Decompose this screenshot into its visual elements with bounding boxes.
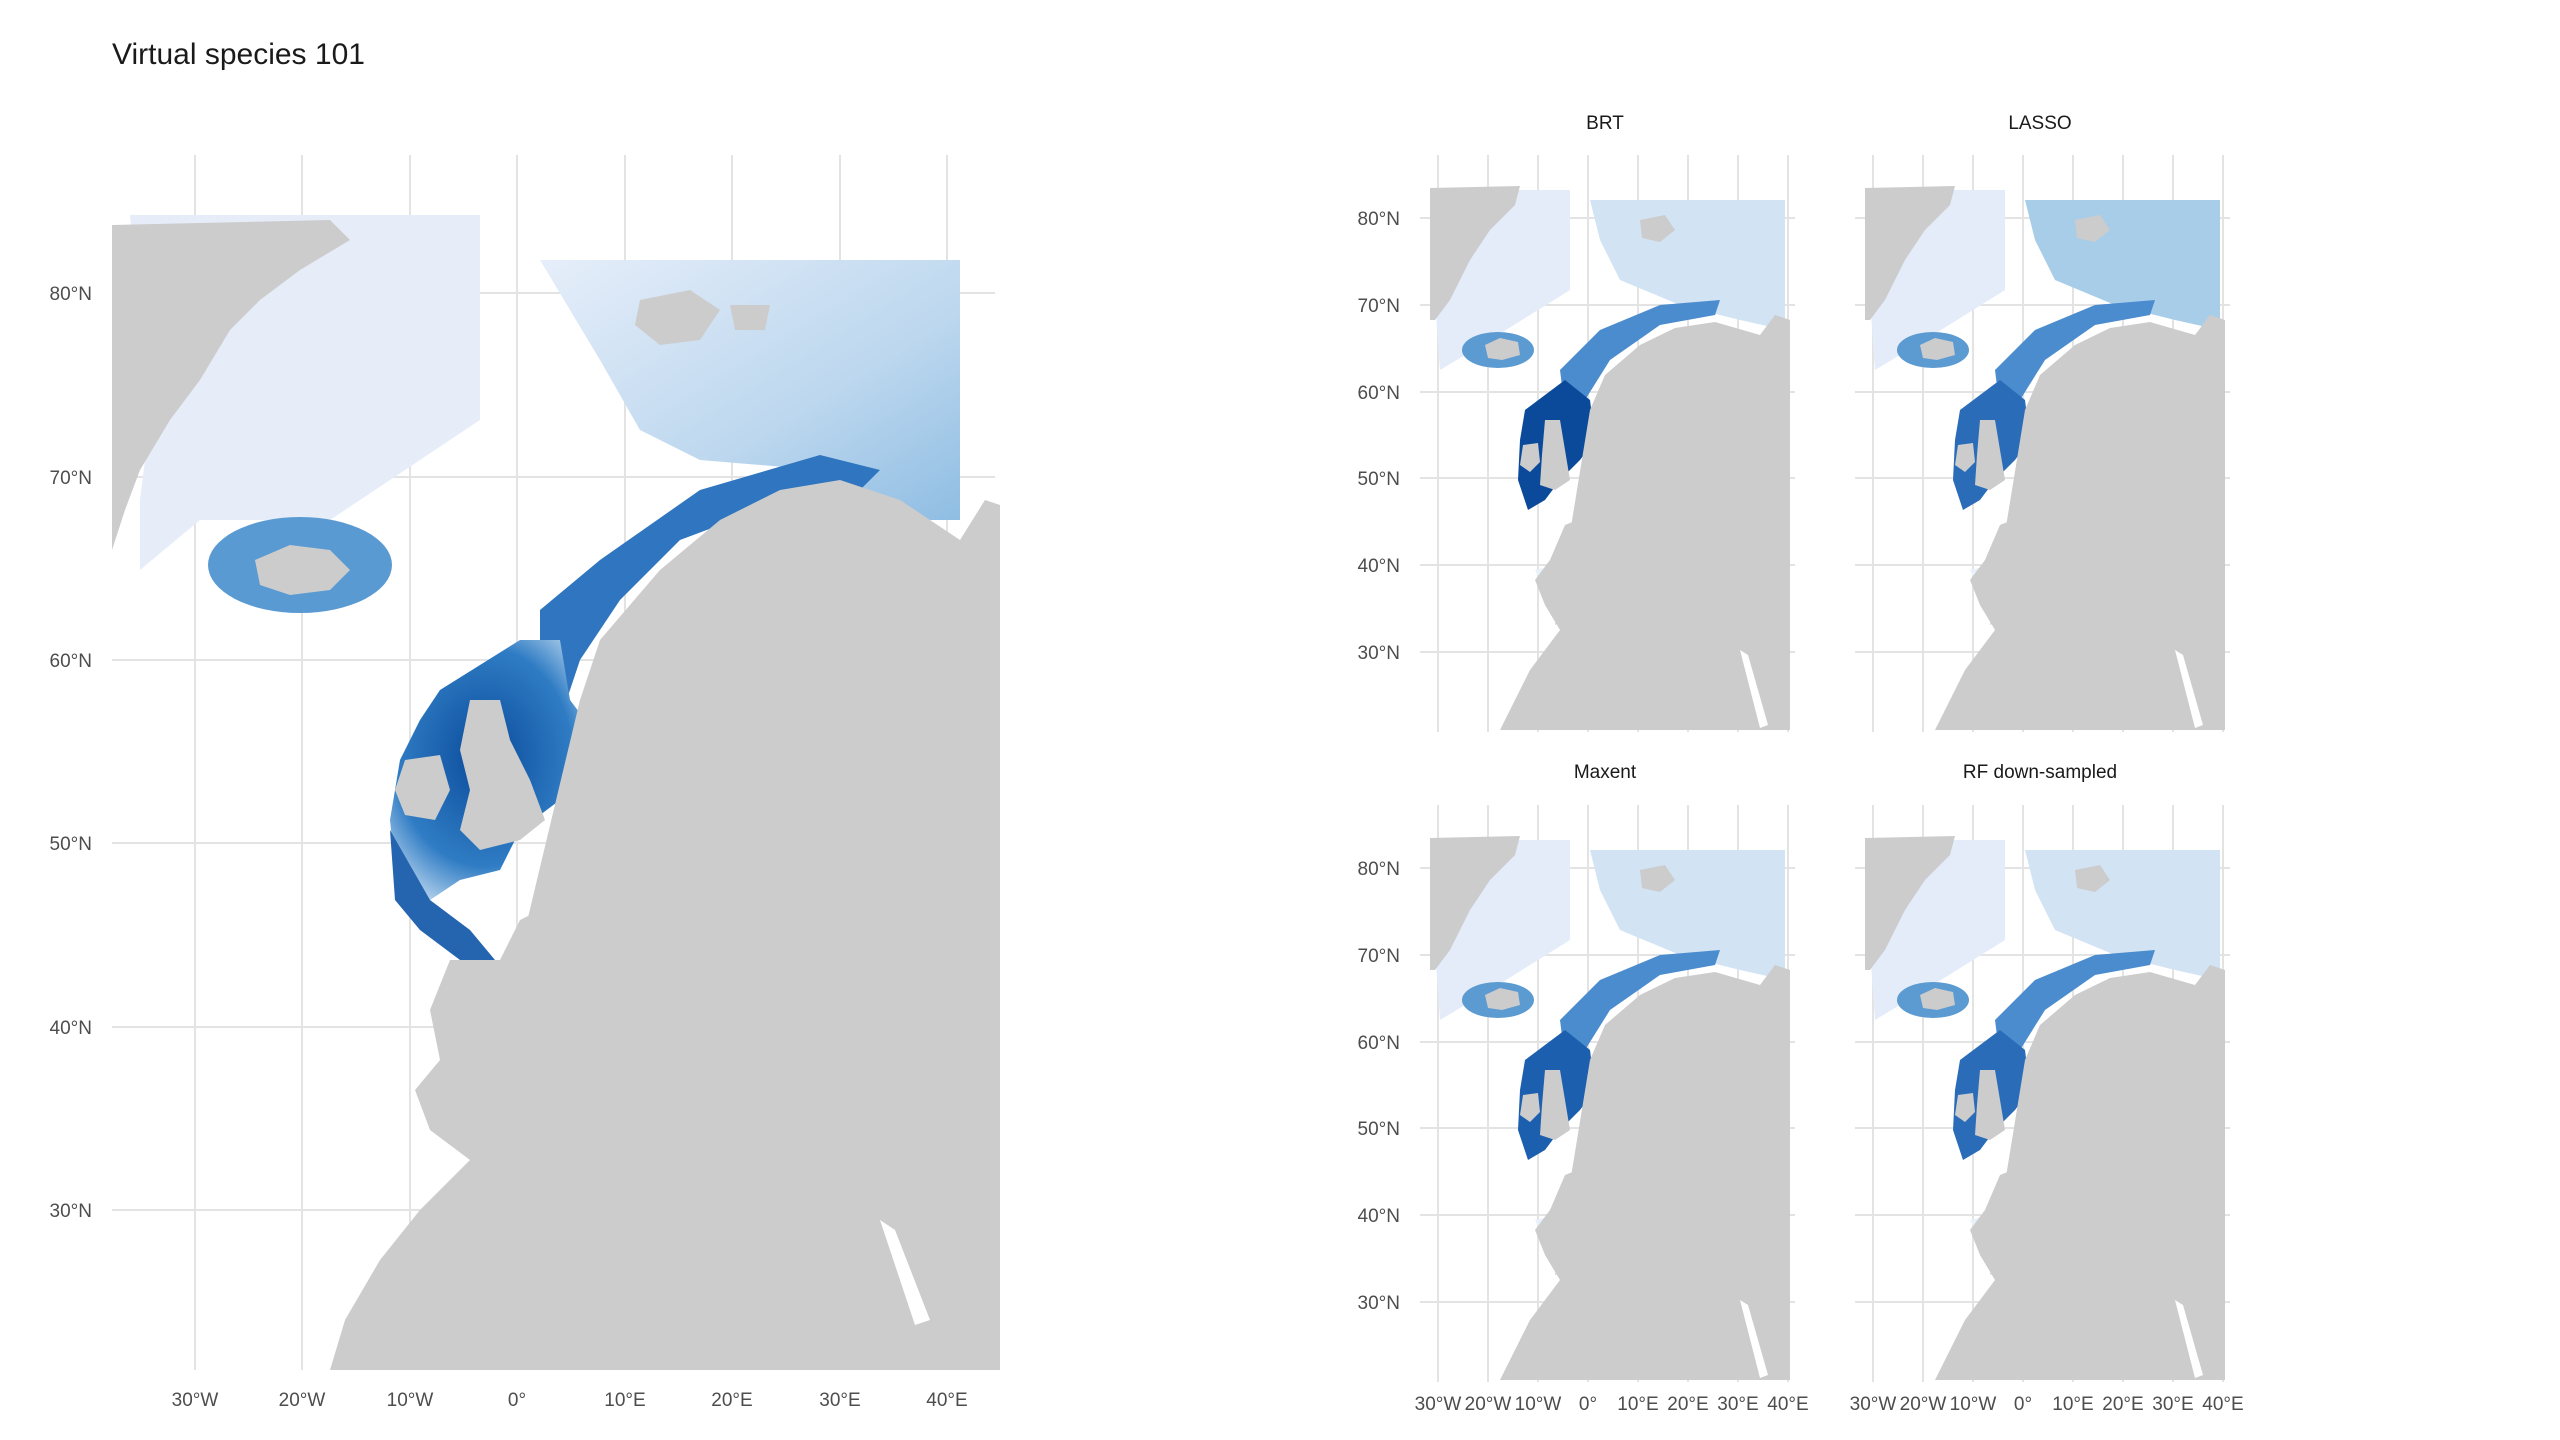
lat-tick-label: 60°N — [50, 651, 92, 672]
facet-lon-tick-label: 40°E — [2202, 1394, 2243, 1415]
facet-lon-tick-label: 30°E — [1717, 1394, 1758, 1415]
facet-lat-tick-label: 40°N — [1358, 1206, 1400, 1227]
facet-red-sea — [2175, 650, 2203, 728]
facet-svalbard — [2075, 215, 2110, 242]
facet-barents — [2025, 850, 2220, 980]
facet-lon-tick-label: 10°E — [2052, 1394, 2093, 1415]
facet-svalbard — [2075, 865, 2110, 892]
facet-greenland — [1430, 836, 1520, 970]
lon-tick-label: 10°W — [387, 1390, 434, 1411]
facet-lon-tick-label: 40°E — [1767, 1394, 1808, 1415]
facet-red-sea — [1740, 1300, 1768, 1378]
lon-tick-label: 20°E — [711, 1390, 752, 1411]
facet-lat-tick-label: 60°N — [1358, 1033, 1400, 1054]
facet-eurasia — [1935, 315, 2225, 730]
lat-tick-label: 70°N — [50, 468, 92, 489]
facet-iceland — [1485, 338, 1520, 360]
red-sea-gap — [880, 1220, 930, 1325]
facet-barents — [1590, 200, 1785, 330]
iceland — [255, 545, 350, 595]
facet-greenland — [1430, 186, 1520, 320]
facet-title-rf: RF down-sampled — [1962, 762, 2118, 783]
facet-lat-tick-label: 30°N — [1358, 643, 1400, 664]
italy — [635, 940, 730, 1080]
facet-lon-tick-label: 20°W — [1465, 1394, 1512, 1415]
facet-title-brt: BRT — [1586, 113, 1624, 134]
facet-ireland — [1520, 1093, 1540, 1122]
facet-lon-tick-label: 10°W — [1515, 1394, 1562, 1415]
facet-great-britain — [1540, 420, 1570, 490]
figure-title: Virtual species 101 — [112, 38, 365, 71]
facet-lat-tick-label: 70°N — [1358, 946, 1400, 967]
greenland — [112, 220, 350, 550]
facet-lat-tick-label: 60°N — [1358, 383, 1400, 404]
facet-iceland — [1920, 988, 1955, 1010]
facet-lon-tick-label: 10°E — [1617, 1394, 1658, 1415]
facet-map-rf: 80°N70°N60°N50°N40°N30°N30°W20°W10°W0°10… — [1850, 805, 2244, 1415]
facet-lon-tick-label: 20°E — [2102, 1394, 2143, 1415]
facet-eurasia — [1500, 315, 1790, 730]
lat-tick-label: 80°N — [50, 284, 92, 305]
facet-barents — [1590, 850, 1785, 980]
facet-map-maxent: 80°N 70°N 60°N 50°N 40°N 30°N 30°W 20°W 10°W 0° 10… — [1358, 805, 1809, 1415]
facet-svalbard — [1640, 865, 1675, 892]
facet-lat-tick-label: 40°N — [1358, 556, 1400, 577]
facet-lon-tick-label: 0° — [1579, 1394, 1597, 1415]
facet-lon-tick-label: 10°W — [1950, 1394, 1997, 1415]
main-map: 80°N 70°N 60°N 50°N 40°N 30°N 30°W 20°W 10°W 0° 10… — [50, 155, 1000, 1411]
lat-tick-label: 50°N — [50, 834, 92, 855]
lon-tick-label: 10°E — [604, 1390, 645, 1411]
facet-lon-tick-label: 30°W — [1415, 1394, 1462, 1415]
facet-title-maxent: Maxent — [1573, 762, 1637, 783]
lon-tick-label: 20°W — [279, 1390, 326, 1411]
facet-title-lasso: LASSO — [2008, 113, 2072, 134]
lon-tick-label: 40°E — [926, 1390, 967, 1411]
facet-lat-tick-label: 70°N — [1358, 296, 1400, 317]
facet-ireland — [1955, 443, 1975, 472]
facet-lat-tick-label: 50°N — [1358, 1119, 1400, 1140]
facet-ireland — [1520, 443, 1540, 472]
lat-tick-label: 40°N — [50, 1018, 92, 1039]
svalbard — [635, 290, 720, 345]
facet-svalbard — [1640, 215, 1675, 242]
facet-eurasia — [1500, 965, 1790, 1380]
facet-lat-tick-label: 50°N — [1358, 469, 1400, 490]
ireland — [395, 755, 450, 820]
lat-tick-label: 30°N — [50, 1201, 92, 1222]
facet-iceland — [1920, 338, 1955, 360]
lon-tick-label: 0° — [508, 1390, 526, 1411]
lon-tick-label: 30°E — [819, 1390, 860, 1411]
facet-lon-tick-label: 0° — [2014, 1394, 2032, 1415]
facet-eurasia — [1935, 965, 2225, 1380]
norwegian-shelf — [540, 455, 880, 720]
facet-greenland — [1865, 836, 1955, 970]
facet-lon-tick-label: 20°E — [1667, 1394, 1708, 1415]
facet-lon-tick-label: 30°W — [1850, 1394, 1897, 1415]
facet-greenland — [1865, 186, 1955, 320]
facet-map-brt: 80°N 70°N 60°N 50°N 40°N 30°N — [1358, 155, 1795, 732]
facet-iceland — [1485, 988, 1520, 1010]
facet-lat-tick-label: 30°N — [1358, 1293, 1400, 1314]
facet-red-sea — [1740, 650, 1768, 728]
facet-lat-tick-label: 80°N — [1358, 209, 1400, 230]
facet-map-lasso: 80°N70°N60°N50°N40°N30°N — [1855, 155, 2230, 732]
facet-red-sea — [2175, 1300, 2203, 1378]
lon-tick-label: 30°W — [172, 1390, 219, 1411]
biscay-shelf — [390, 830, 495, 960]
facet-great-britain — [1540, 1070, 1570, 1140]
facet-great-britain — [1975, 420, 2005, 490]
facet-barents — [2025, 200, 2220, 330]
facet-great-britain — [1975, 1070, 2005, 1140]
svalbard-east — [730, 305, 770, 330]
facet-ireland — [1955, 1093, 1975, 1122]
facet-lat-tick-label: 80°N — [1358, 859, 1400, 880]
facet-lon-tick-label: 20°W — [1900, 1394, 1947, 1415]
facet-lon-tick-label: 30°E — [2152, 1394, 2193, 1415]
great-britain — [460, 700, 545, 850]
scandinavia-eurasia — [330, 480, 1000, 1370]
